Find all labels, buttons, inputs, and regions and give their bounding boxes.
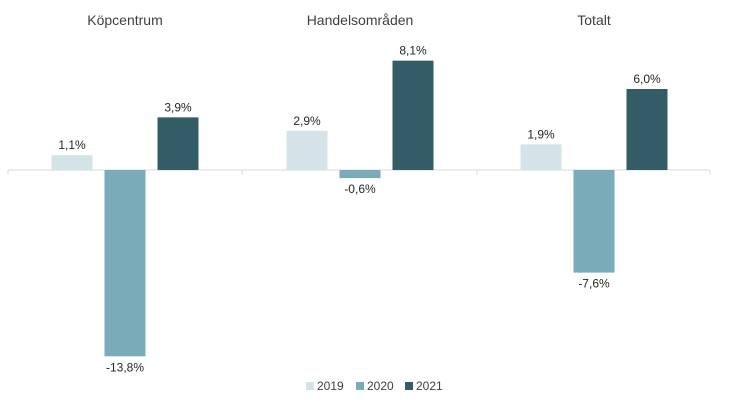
data-label: -0,6% <box>344 182 376 196</box>
group-title: Köpcentrum <box>87 12 162 28</box>
data-label: 2,9% <box>293 114 321 128</box>
data-label: -13,8% <box>106 360 144 374</box>
legend-swatch <box>356 382 364 390</box>
data-label: 6,0% <box>633 72 661 86</box>
legend: 2019 2020 2021 <box>306 379 443 393</box>
bar-2021-2 <box>626 89 668 170</box>
legend-label: 2019 <box>317 379 344 393</box>
bar-2020-2 <box>573 170 615 273</box>
legend-swatch <box>405 382 413 390</box>
data-label: -7,6% <box>578 277 610 291</box>
group-title: Handelsområden <box>307 12 414 28</box>
legend-label: 2020 <box>367 379 394 393</box>
group-titles: Köpcentrum Handelsområden Totalt <box>87 12 611 28</box>
data-labels: 1,1% 2,9% 1,9% -13,8% -0,6% -7,6% 3,9% 8,1% 6,0% <box>58 44 661 375</box>
bar-2021-1 <box>392 60 434 170</box>
bar-2019-0 <box>51 155 93 170</box>
bars <box>51 60 668 357</box>
bar-2020-0 <box>104 170 146 357</box>
bar-2019-2 <box>520 144 562 170</box>
data-label: 1,9% <box>527 127 555 141</box>
data-label: 1,1% <box>58 138 86 152</box>
bar-2021-0 <box>157 117 199 170</box>
group-title: Totalt <box>577 12 611 28</box>
legend-swatch <box>306 382 314 390</box>
data-label: 8,1% <box>399 44 427 58</box>
group-dividers <box>7 170 711 175</box>
legend-label: 2021 <box>416 379 443 393</box>
bar-2020-1 <box>339 170 381 179</box>
data-label: 3,9% <box>164 100 192 114</box>
bar-2019-1 <box>286 130 328 170</box>
